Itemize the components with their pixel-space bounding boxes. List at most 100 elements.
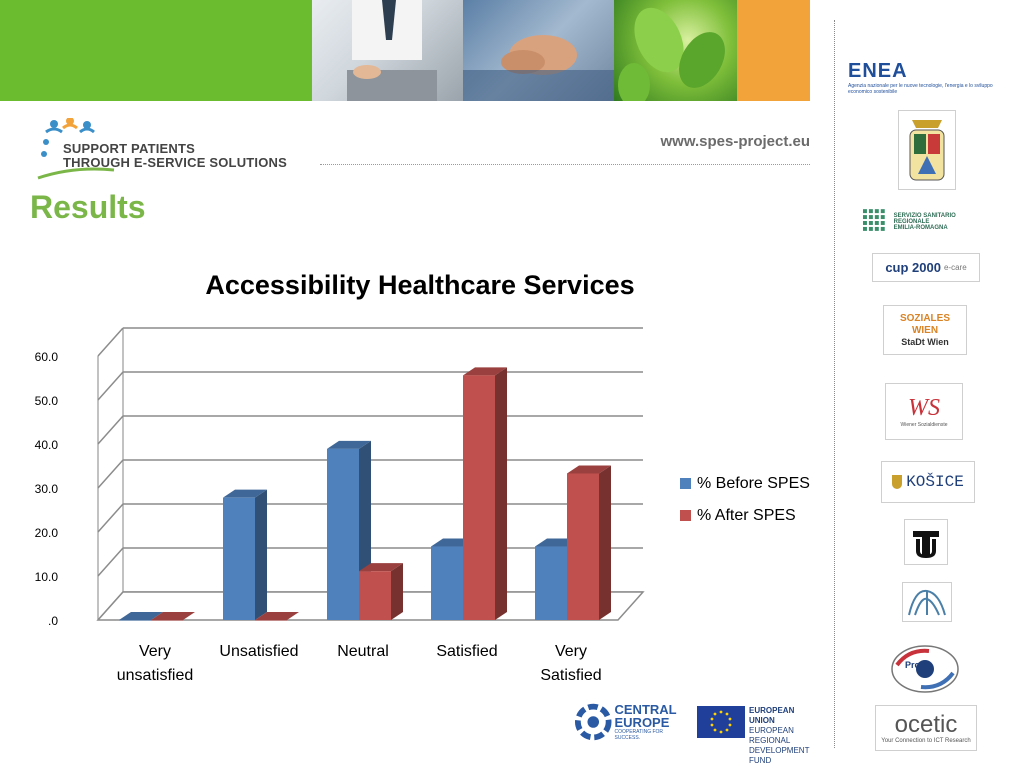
spes-logo: [34, 117, 296, 184]
partner-logo-cup2000: cup 2000 e-care: [872, 253, 980, 282]
y-tick-label: 40.0: [35, 438, 59, 452]
gridline-side: [97, 327, 124, 357]
bar: [151, 620, 183, 621]
central-europe-logo: CENTRAL EUROPE COOPERATING FOR SUCCESS.: [575, 702, 687, 742]
doctor-laptop-photo: [312, 0, 463, 101]
chart: .0 10.0 20.0 30.0 40.0 50.0 60.0 Very unsatisfie…: [35, 327, 810, 684]
page-heading: Results: [30, 189, 146, 225]
gridline-side: [97, 547, 124, 577]
x-tick-label: Satisfied: [436, 643, 497, 660]
y-tick-label: 20.0: [35, 526, 59, 540]
bar: [255, 620, 287, 621]
bar-top: [151, 612, 195, 620]
bar: [119, 620, 151, 621]
cup2000-name: cup 2000: [885, 260, 941, 275]
bar-top: [463, 367, 507, 376]
y-tick-label: 50.0: [35, 394, 59, 408]
url-underline: [320, 164, 810, 165]
logo-line-2: THROUGH E-SERVICE SOLUTIONS: [63, 155, 288, 170]
central-europe-name: CENTRAL EUROPE: [614, 702, 677, 730]
eu-line-3: DEVELOPMENT FUND: [749, 746, 810, 765]
x-tick-label: unsatisfied: [117, 667, 194, 684]
legend-swatch: [680, 478, 691, 489]
ocetic-name: ocetic: [894, 711, 958, 738]
cup2000-caption: e-care: [943, 263, 967, 272]
bar-side: [495, 367, 507, 620]
bar: [431, 546, 463, 620]
gridline-side: [97, 415, 124, 445]
y-tick-label: .0: [48, 614, 58, 628]
bar-side: [255, 489, 267, 620]
bar: [327, 448, 359, 620]
partner-logo-ocetic: ocetic Your Connection to ICT Research: [875, 705, 977, 751]
kosice-name: KOŠICE: [906, 473, 964, 491]
bar: [535, 546, 567, 620]
kosice-shield-icon: [892, 475, 903, 489]
bar-top: [359, 563, 403, 572]
partner-logo-ws: WS Wiener Sozialdienste: [885, 383, 963, 440]
enea-name: ENEA: [848, 59, 908, 82]
bar: [463, 375, 495, 620]
ws-caption: Wiener Sozialdienste: [900, 422, 948, 428]
chart-title: Accessibility Healthcare Services: [205, 270, 635, 300]
ws-name: WS: [908, 395, 940, 421]
eu-fund-text: EUROPEAN UNION EUROPEAN REGIONAL DEVELOP…: [749, 706, 821, 766]
bar: [567, 473, 599, 620]
partner-logo-prosoc: Pro: [889, 643, 961, 695]
partner-logo-czech-tech: [902, 582, 952, 622]
ocetic-caption: Your Connection to ICT Research: [881, 738, 971, 744]
green-leaves-photo: [614, 0, 737, 101]
header-orange-band: [737, 0, 810, 101]
ssr-caption: EMILIA-ROMAGNA: [893, 225, 948, 231]
header-green-band: [0, 0, 312, 101]
y-tick-label: 30.0: [35, 482, 59, 496]
central-europe-icon: [575, 703, 612, 741]
eu-line-1: EUROPEAN UNION: [749, 706, 795, 725]
crest-icon: [909, 120, 945, 181]
sidebar-divider: [834, 20, 835, 748]
gridline-side: [97, 371, 124, 401]
bar-top: [255, 612, 299, 620]
x-tick-label: Very: [555, 643, 587, 660]
ssr-grid-icon: [862, 209, 885, 231]
project-url[interactable]: www.spes-project.eu: [660, 133, 810, 150]
partner-logo-crest: [898, 110, 956, 190]
czech-tech-icon: [908, 589, 946, 616]
bar-top: [327, 440, 371, 449]
x-tick-label: Satisfied: [540, 667, 601, 684]
bar-top: [567, 465, 611, 474]
prosoc-name: Pro: [905, 660, 921, 670]
logo-line-1: SUPPORT PATIENTS: [63, 141, 196, 156]
y-tick-label: 60.0: [35, 350, 59, 364]
gridline-side: [97, 503, 124, 533]
partner-logo-enea: ENEA Agenzia nazionale per le nuove tecn…: [848, 58, 1006, 96]
ssr-name: SERVIZIO SANITARIO REGIONALE: [893, 213, 956, 225]
partner-logo-ssr: SERVIZIO SANITARIO REGIONALE EMILIA-ROMA…: [862, 206, 992, 238]
partner-logo-kosice: KOŠICE: [881, 461, 975, 503]
gridline-side: [97, 459, 124, 489]
holding-hands-photo: [463, 0, 614, 101]
partner-logo-tu: [904, 519, 948, 565]
soziales-wien-caption: StaDt Wien: [901, 337, 949, 347]
enea-caption: Agenzia nazionale per le nuove tecnologi…: [848, 82, 993, 95]
eu-line-2: EUROPEAN REGIONAL: [749, 726, 794, 745]
bar-side: [599, 465, 611, 620]
eu-flag-icon: [697, 706, 745, 738]
x-tick-label: Unsatisfied: [219, 643, 298, 660]
central-europe-tagline: COOPERATING FOR SUCCESS.: [614, 729, 664, 741]
legend-swatch: [680, 510, 691, 521]
tu-emblem-icon: [913, 531, 939, 558]
legend-entry: % After SPES: [697, 507, 796, 524]
x-tick-label: Very: [139, 643, 171, 660]
bar: [223, 497, 255, 620]
bar-side: [391, 563, 403, 620]
bar-top: [119, 612, 163, 620]
soziales-wien-name: SOZIALES WIEN: [899, 313, 950, 336]
partner-logo-soziales-wien: SOZIALES WIEN StaDt Wien: [883, 305, 967, 355]
prosoc-arrows-icon: [891, 645, 959, 693]
x-tick-label: Neutral: [337, 643, 389, 660]
bar-top: [223, 489, 267, 498]
bar: [359, 571, 391, 620]
y-tick-label: 10.0: [35, 570, 59, 584]
legend-entry: % Before SPES: [697, 475, 810, 492]
